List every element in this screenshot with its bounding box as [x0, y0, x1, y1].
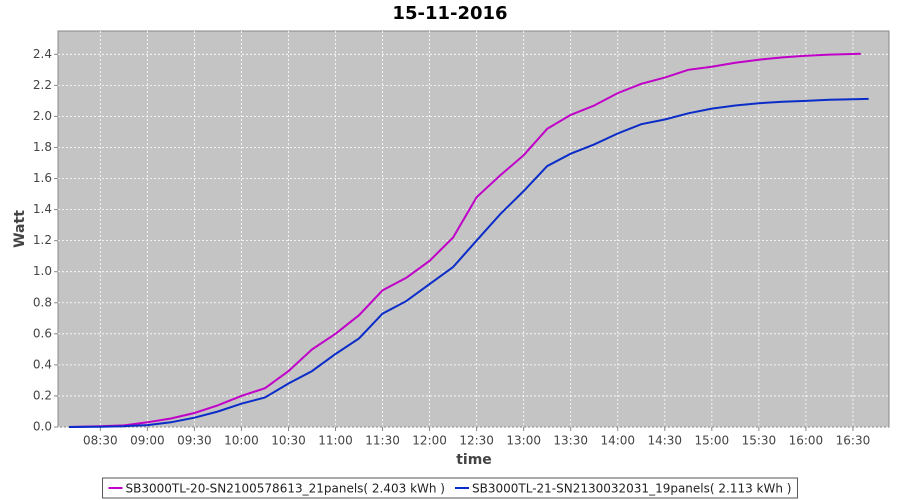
x-tick-label: 12:00 [412, 434, 447, 448]
x-tick-label: 13:30 [553, 434, 588, 448]
y-tick-label: 2.2 [33, 78, 52, 92]
x-tick-label: 09:00 [130, 434, 165, 448]
x-tick-label: 16:00 [789, 434, 824, 448]
legend: SB3000TL-20-SN2100578613_21panels( 2.403… [102, 477, 798, 499]
y-tick-label: 0.0 [33, 420, 52, 434]
y-tick-label: 1.8 [33, 140, 52, 154]
y-tick-label: 0.8 [33, 295, 52, 309]
y-tick-label: 1.0 [33, 264, 52, 278]
legend-label: SB3000TL-20-SN2100578613_21panels( 2.403… [126, 482, 445, 496]
x-axis-label: time [456, 452, 492, 468]
y-axis-label: Watt [12, 210, 28, 248]
x-tick-label: 12:30 [459, 434, 494, 448]
y-tick-label: 0.2 [33, 388, 52, 402]
legend-label: SB3000TL-21-SN2130032031_19panels( 2.113… [472, 482, 791, 496]
y-tick-label: 0.4 [33, 357, 52, 371]
legend-item: SB3000TL-20-SN2100578613_21panels( 2.403… [108, 482, 445, 496]
chart-title: 15-11-2016 [392, 3, 507, 24]
x-tick-label: 14:00 [600, 434, 635, 448]
x-tick-label: 11:00 [318, 434, 353, 448]
x-tick-label: 09:30 [177, 434, 212, 448]
y-tick-label: 2.4 [33, 47, 52, 61]
x-tick-label: 10:30 [271, 434, 306, 448]
y-tick-label: 0.6 [33, 326, 52, 340]
series-line [68, 97, 869, 428]
x-tick-label: 11:30 [365, 434, 400, 448]
x-tick-label: 14:30 [647, 434, 682, 448]
y-tick-label: 1.6 [33, 171, 52, 185]
legend-item: SB3000TL-21-SN2130032031_19panels( 2.113… [455, 482, 791, 496]
legend-box [102, 477, 798, 499]
plot-area [57, 30, 890, 428]
x-tick-label: 15:00 [695, 434, 730, 448]
series-line [68, 52, 861, 428]
x-tick-label: 16:30 [836, 434, 871, 448]
y-tick-label: 1.4 [33, 202, 52, 216]
x-tick-label: 13:00 [506, 434, 541, 448]
y-tick-label: 1.2 [33, 233, 52, 247]
x-tick-label: 10:00 [224, 434, 259, 448]
y-tick-label: 2.0 [33, 109, 52, 123]
x-tick-label: 08:30 [83, 434, 118, 448]
x-tick-label: 15:30 [742, 434, 777, 448]
